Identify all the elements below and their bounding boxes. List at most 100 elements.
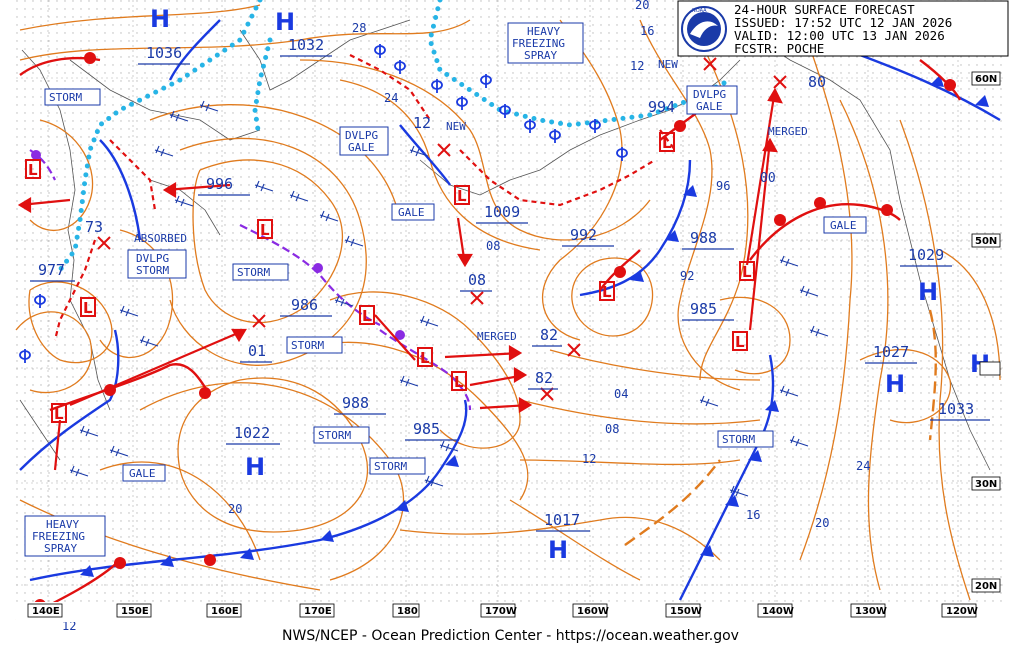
svg-text:GALE: GALE — [696, 100, 723, 113]
svg-text:1029: 1029 — [908, 246, 944, 264]
pressure-values: 1036 1032 1009 996 977 73 986 988 985 99… — [38, 36, 974, 529]
svg-text:16: 16 — [746, 508, 760, 522]
warning-labels: STORM STORM STORM STORM STORM STORM GALE… — [32, 25, 857, 555]
svg-text:988: 988 — [342, 394, 369, 412]
svg-text:82: 82 — [535, 369, 553, 387]
svg-text:STORM: STORM — [291, 339, 324, 352]
svg-text:80: 80 — [808, 73, 826, 91]
svg-text:L: L — [735, 333, 745, 351]
ice-edge — [57, 0, 733, 273]
svg-text:FREEZING: FREEZING — [512, 37, 565, 50]
x-markers — [97, 57, 787, 401]
svg-text:60N: 60N — [975, 74, 997, 85]
svg-text:STORM: STORM — [49, 91, 82, 104]
svg-text:1033: 1033 — [938, 400, 974, 418]
svg-text:H: H — [548, 536, 568, 564]
svg-text:1022: 1022 — [234, 424, 270, 442]
svg-text:170E: 170E — [304, 606, 332, 617]
svg-text:MERGED: MERGED — [477, 330, 517, 343]
svg-text:L: L — [662, 134, 672, 152]
svg-text:170W: 170W — [485, 606, 517, 617]
svg-text:VALID: 12:00 UTC 13 JAN 2026: VALID: 12:00 UTC 13 JAN 2026 — [734, 28, 945, 43]
svg-text:L: L — [362, 307, 372, 325]
svg-text:FREEZING: FREEZING — [32, 530, 85, 543]
cold-front-barbs — [80, 75, 989, 577]
svg-text:150E: 150E — [121, 606, 149, 617]
svg-text:96: 96 — [716, 179, 730, 193]
svg-text:20: 20 — [815, 516, 829, 530]
svg-text:996: 996 — [206, 175, 233, 193]
svg-text:MERGED: MERGED — [768, 125, 808, 138]
svg-text:NEW: NEW — [658, 58, 678, 71]
svg-text:L: L — [420, 349, 430, 367]
svg-text:140W: 140W — [762, 606, 794, 617]
lat-axis-labels: 60N 50N 30N 20N — [971, 71, 1001, 593]
occluded-symbols — [31, 150, 405, 340]
svg-text:73: 73 — [85, 218, 103, 236]
svg-text:L: L — [28, 161, 38, 179]
svg-text:04: 04 — [614, 387, 628, 401]
svg-text:1032: 1032 — [288, 36, 324, 54]
svg-text:30N: 30N — [975, 479, 997, 490]
svg-text:DVLPG: DVLPG — [345, 129, 378, 142]
svg-text:01: 01 — [248, 342, 266, 360]
noaa-bird-icon — [690, 21, 718, 38]
svg-text:180: 180 — [397, 606, 418, 617]
svg-text:92: 92 — [680, 269, 694, 283]
svg-text:12: 12 — [413, 114, 431, 132]
svg-text:1009: 1009 — [484, 203, 520, 221]
svg-text:H: H — [885, 370, 905, 398]
svg-text:150W: 150W — [670, 606, 702, 617]
svg-text:NOAA: NOAA — [692, 8, 707, 14]
svg-text:977: 977 — [38, 261, 65, 279]
footer-credit: NWS/NCEP - Ocean Prediction Center - htt… — [282, 628, 739, 644]
movement-arrows — [17, 87, 783, 471]
svg-text:NEW: NEW — [446, 120, 466, 133]
warning-boxes — [24, 22, 867, 557]
svg-text:DVLPG: DVLPG — [136, 252, 169, 265]
svg-text:24: 24 — [384, 91, 398, 105]
svg-text:130W: 130W — [855, 606, 887, 617]
svg-text:GALE: GALE — [129, 467, 156, 480]
low-markers — [25, 132, 755, 423]
svg-text:GALE: GALE — [830, 219, 857, 232]
svg-text:L: L — [602, 283, 612, 301]
svg-text:HEAVY: HEAVY — [527, 25, 560, 38]
svg-text:STORM: STORM — [318, 429, 351, 442]
svg-text:20N: 20N — [975, 581, 997, 592]
svg-text:GALE: GALE — [348, 141, 375, 154]
icing-symbols — [19, 44, 628, 363]
svg-text:L: L — [454, 373, 464, 391]
svg-text:986: 986 — [291, 296, 318, 314]
svg-text:1036: 1036 — [146, 44, 182, 62]
forecast-header: NOAA 24-HOUR SURFACE FORECAST ISSUED: 17… — [677, 0, 1009, 57]
svg-text:985: 985 — [690, 300, 717, 318]
svg-text:FCSTR: POCHE: FCSTR: POCHE — [734, 41, 824, 56]
svg-text:STORM: STORM — [136, 264, 169, 277]
isobars — [15, 4, 1001, 621]
svg-text:12: 12 — [62, 619, 76, 633]
svg-text:1017: 1017 — [544, 511, 580, 529]
svg-text:H: H — [918, 278, 938, 306]
svg-text:994: 994 — [648, 98, 675, 116]
svg-text:160E: 160E — [211, 606, 239, 617]
svg-text:08: 08 — [468, 271, 486, 289]
svg-text:08: 08 — [605, 422, 619, 436]
svg-text:50N: 50N — [975, 236, 997, 247]
svg-text:20: 20 — [635, 0, 649, 12]
troughs — [624, 309, 937, 546]
svg-text:08: 08 — [486, 239, 500, 253]
svg-text:16: 16 — [640, 24, 654, 38]
svg-text:STORM: STORM — [374, 460, 407, 473]
svg-text:DVLPG: DVLPG — [693, 88, 726, 101]
svg-text:140E: 140E — [32, 606, 60, 617]
svg-text:120W: 120W — [946, 606, 978, 617]
svg-text:L: L — [457, 187, 467, 205]
svg-text:H: H — [150, 5, 170, 33]
svg-text:HEAVY: HEAVY — [46, 518, 79, 531]
wind-barbs — [69, 100, 829, 497]
map-grid — [16, 0, 1006, 602]
svg-text:988: 988 — [690, 229, 717, 247]
svg-text:GALE: GALE — [398, 206, 425, 219]
